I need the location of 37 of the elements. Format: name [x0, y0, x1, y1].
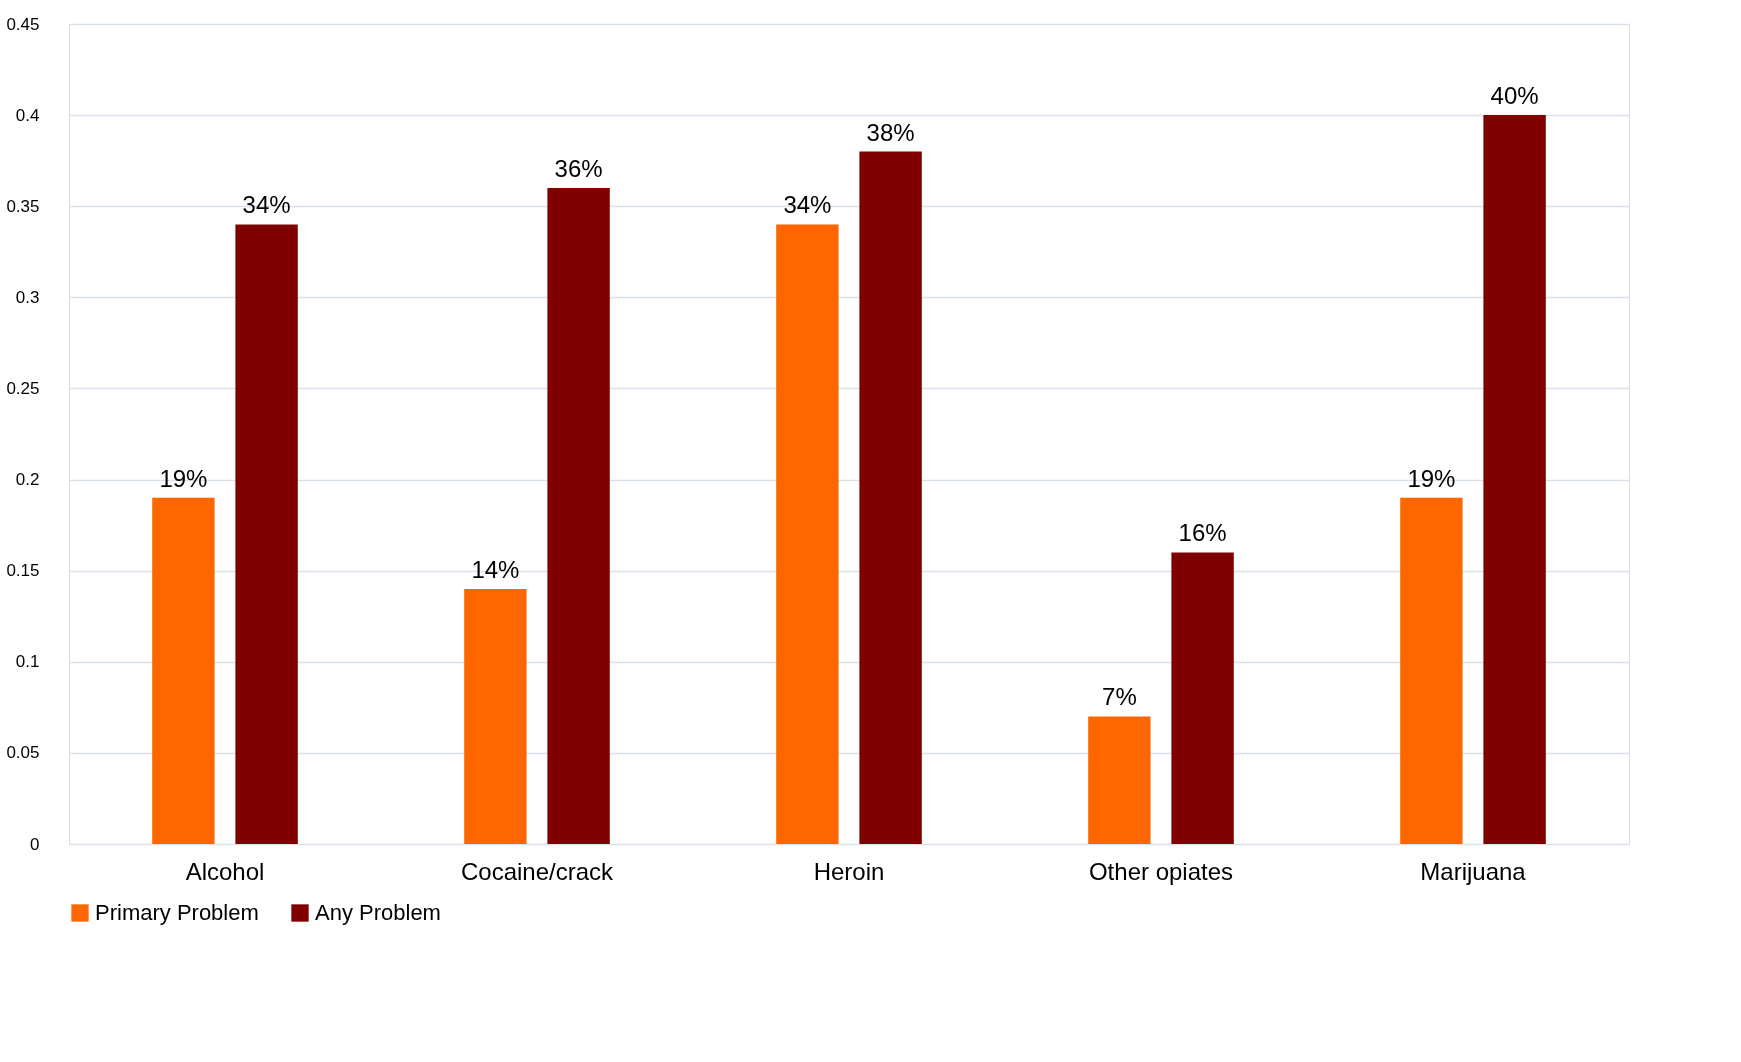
data-label: 36%: [554, 155, 603, 182]
bar: [1171, 552, 1234, 844]
x-tick-label: Other opiates: [1088, 857, 1234, 885]
y-tick-label: 0: [30, 834, 40, 854]
y-tick-label: 0.25: [6, 378, 40, 398]
y-tick-label: 0.15: [6, 561, 40, 581]
y-tick-label: 0.4: [15, 105, 40, 125]
bar: [776, 224, 839, 844]
bar: [235, 224, 298, 844]
data-label: 19%: [1407, 464, 1456, 492]
data-label: 14%: [471, 555, 520, 583]
x-tick-label: Heroin: [813, 857, 885, 885]
data-label: 38%: [866, 118, 915, 146]
y-tick-label: 0.45: [6, 14, 40, 34]
legend-label: Primary Problem: [95, 900, 259, 925]
y-tick-label: 0.2: [15, 470, 40, 490]
data-label: 19%: [159, 464, 208, 492]
bar: [859, 151, 922, 844]
y-tick-label: 0.3: [15, 287, 40, 307]
data-label: 7%: [1102, 683, 1137, 711]
data-label: 34%: [783, 191, 832, 219]
bar: [464, 588, 527, 844]
data-label: 34%: [242, 191, 291, 219]
bar: [152, 497, 215, 844]
bar: [1400, 497, 1463, 844]
bar: [1088, 716, 1151, 844]
bar: [547, 188, 610, 844]
bar: [1483, 115, 1546, 844]
legend-label: Any Problem: [315, 900, 441, 925]
y-tick-label: 0.35: [6, 196, 40, 216]
x-tick-label: Cocaine/crack: [460, 857, 615, 885]
y-tick-label: 0.1: [15, 652, 40, 672]
x-tick-label: Alcohol: [185, 857, 265, 885]
data-label: 40%: [1490, 82, 1539, 110]
y-tick-label: 0.05: [6, 743, 40, 763]
data-label: 16%: [1178, 519, 1227, 547]
x-tick-label: Marijuana: [1420, 857, 1527, 885]
